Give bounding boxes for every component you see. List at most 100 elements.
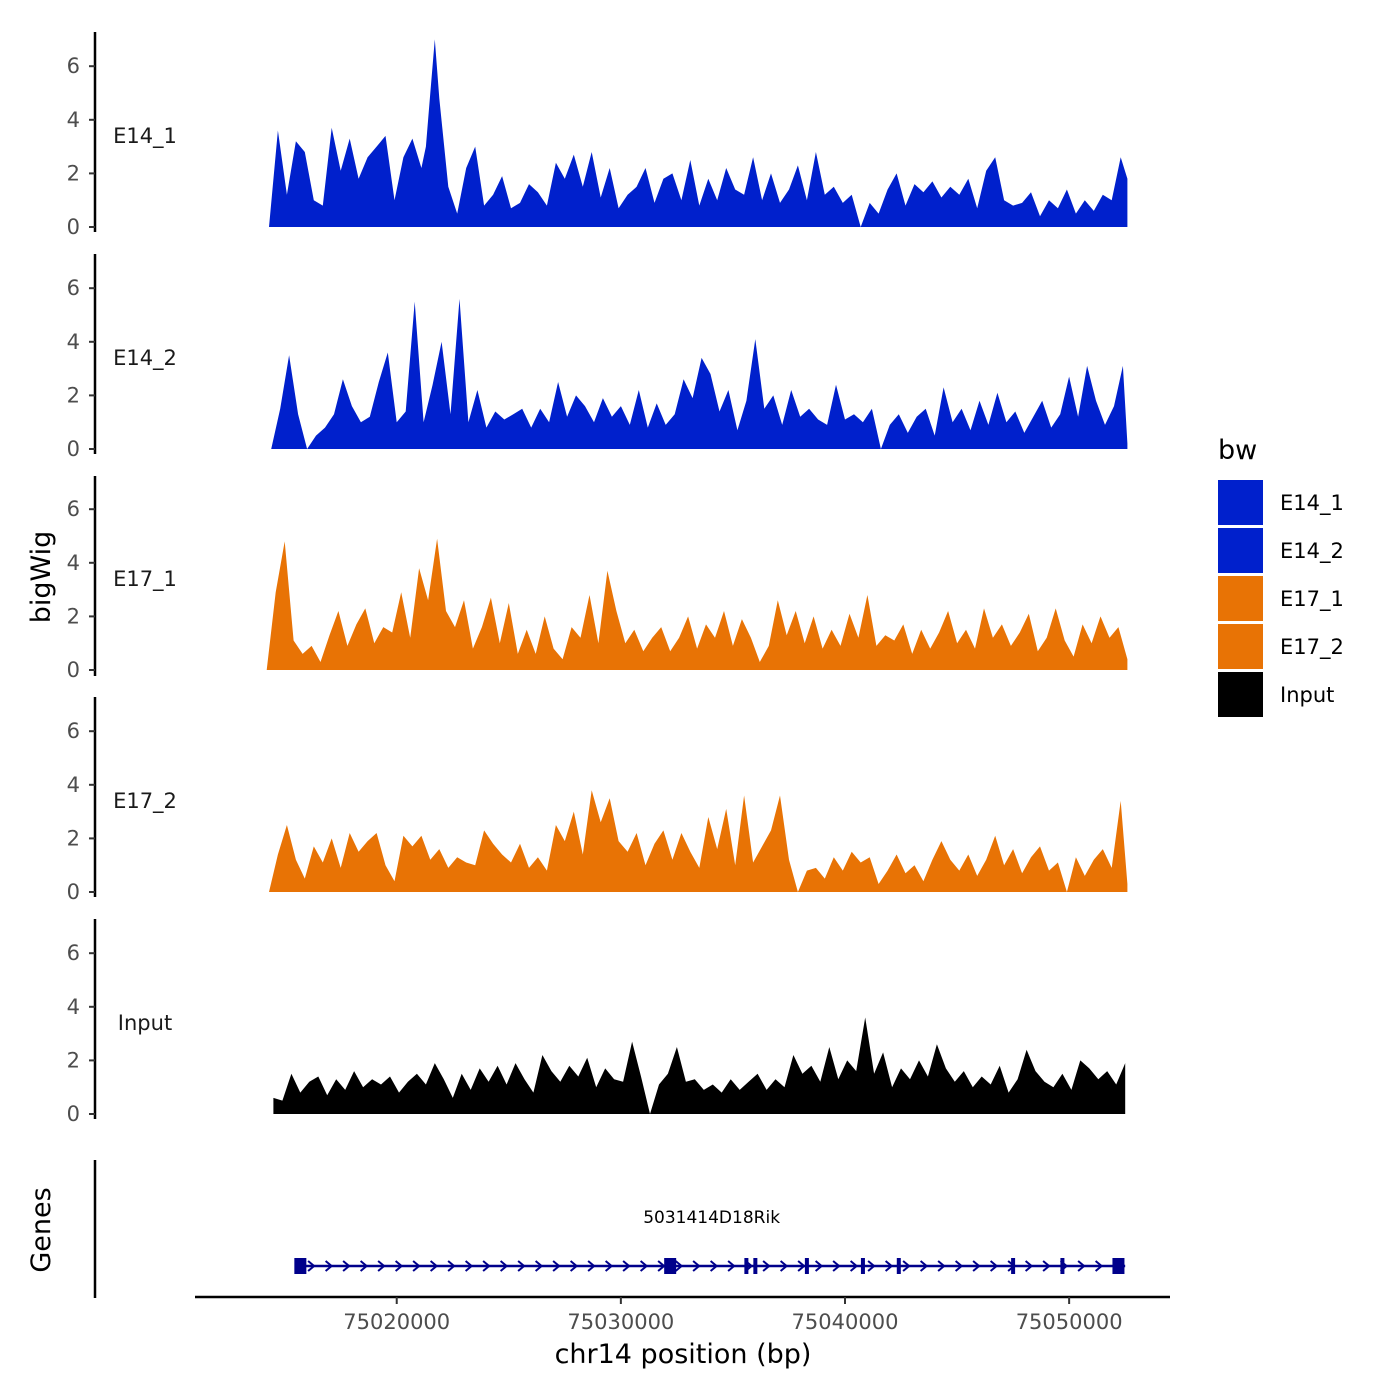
- strand-arrow: [884, 1260, 894, 1272]
- legend: bw E14_1 E14_2 E17_1 E17_2 Input: [1218, 435, 1344, 717]
- strand-arrow: [622, 1260, 631, 1272]
- exon: [664, 1258, 677, 1274]
- strand-arrow: [867, 1260, 876, 1272]
- strand-arrow: [377, 1260, 386, 1272]
- strand-arrow: [587, 1260, 596, 1272]
- strand-arrow: [552, 1260, 561, 1272]
- x-axis-title: chr14 position (bp): [555, 1339, 812, 1370]
- strand-arrow: [359, 1260, 369, 1272]
- y-tick-label: 0: [67, 658, 80, 682]
- signal-area-E17_1: [266, 538, 1128, 670]
- legend-title: bw: [1218, 435, 1257, 466]
- strand-arrow: [814, 1260, 824, 1272]
- y-tick-label: 4: [67, 995, 80, 1019]
- strand-arrow: [639, 1260, 649, 1272]
- legend-label: E17_2: [1280, 635, 1344, 660]
- strand-arrow: [394, 1260, 404, 1272]
- gene-name-label: 5031414D18Rik: [643, 1208, 780, 1228]
- strand-arrow: [464, 1260, 474, 1272]
- y-tick-label: 2: [67, 383, 80, 407]
- y-tick-label: 0: [67, 1102, 80, 1126]
- genes-track-title: Genes: [26, 1187, 57, 1272]
- y-tick-label: 2: [67, 826, 80, 850]
- y-tick-label: 0: [67, 880, 80, 904]
- y-tick-label: 2: [67, 1048, 80, 1072]
- strand-arrow: [937, 1260, 946, 1272]
- strand-arrow: [797, 1260, 806, 1272]
- strand-arrow: [832, 1260, 841, 1272]
- strand-arrow: [534, 1260, 544, 1272]
- strand-arrow: [499, 1260, 509, 1272]
- strand-arrow: [569, 1260, 579, 1272]
- strand-arrow: [919, 1260, 929, 1272]
- strand-arrow: [1094, 1260, 1104, 1272]
- legend-swatch-E14_1: [1218, 480, 1263, 525]
- strand-arrow: [709, 1260, 719, 1272]
- strand-arrow: [762, 1260, 771, 1272]
- track-label: E17_2: [113, 789, 177, 814]
- x-tick-label: 75040000: [792, 1310, 899, 1334]
- strand-arrow: [657, 1260, 666, 1272]
- y-tick-label: 6: [67, 941, 80, 965]
- exon: [860, 1258, 865, 1274]
- genes-track: Genes 5031414D18Rik: [26, 1160, 1126, 1298]
- track-Input: 0 2 4 6 Input: [67, 919, 1126, 1126]
- strand-arrow: [849, 1260, 859, 1272]
- strand-arrow: [902, 1260, 911, 1272]
- strand-arrow: [447, 1260, 456, 1272]
- strand-arrow: [307, 1260, 316, 1272]
- bigwig-tracks: 0 2 4 6 E14_1 0 2 4 6 E14_2 0 2 4 6 E17_1 0 2 4 6 E17_2 0 2 4 6…: [67, 32, 1128, 1126]
- strand-arrow: [342, 1260, 351, 1272]
- track-label: E14_1: [113, 124, 177, 149]
- strand-arrow: [1042, 1260, 1051, 1272]
- strand-arrow: [429, 1260, 439, 1272]
- y-tick-label: 4: [67, 551, 80, 575]
- legend-label: E14_1: [1280, 491, 1344, 516]
- strand-arrow: [1077, 1260, 1086, 1272]
- legend-swatch-E17_1: [1218, 576, 1263, 621]
- exon: [1011, 1258, 1016, 1274]
- signal-area-E14_2: [271, 298, 1128, 449]
- track-E14_2: 0 2 4 6 E14_2: [67, 254, 1128, 461]
- strand-arrow: [482, 1260, 491, 1272]
- strand-arrow: [324, 1260, 334, 1272]
- exon: [1112, 1258, 1125, 1274]
- x-axis: chr14 position (bp) 75020000 75030000 7504…: [195, 1295, 1170, 1370]
- track-label: Input: [118, 1011, 172, 1035]
- track-E17_2: 0 2 4 6 E17_2: [67, 697, 1128, 904]
- exon: [804, 1258, 809, 1274]
- exon: [294, 1258, 307, 1274]
- y-tick-label: 0: [67, 215, 80, 239]
- x-tick-label: 75030000: [567, 1310, 674, 1334]
- y-axis-title-text: bigWig: [26, 531, 57, 624]
- legend-swatch-E14_2: [1218, 528, 1263, 573]
- strand-arrow: [604, 1260, 614, 1272]
- signal-area-E14_1: [269, 39, 1128, 228]
- y-tick-label: 2: [67, 604, 80, 628]
- y-tick-label: 6: [67, 54, 80, 78]
- exon: [744, 1258, 749, 1274]
- exon: [896, 1258, 901, 1274]
- strand-arrow: [989, 1260, 999, 1272]
- track-label: E14_2: [113, 346, 177, 371]
- strand-arrow: [1024, 1260, 1034, 1272]
- strand-arrow: [954, 1260, 964, 1272]
- signal-area-E17_2: [269, 790, 1128, 892]
- y-tick-label: 4: [67, 108, 80, 132]
- y-tick-label: 4: [67, 330, 80, 354]
- track-label: E17_1: [113, 567, 177, 592]
- x-tick-label: 75050000: [1016, 1310, 1123, 1334]
- strand-arrow: [972, 1260, 981, 1272]
- y-tick-label: 4: [67, 773, 80, 797]
- y-tick-label: 6: [67, 276, 80, 300]
- strand-arrow: [674, 1260, 684, 1272]
- legend-swatch-E17_2: [1218, 624, 1263, 669]
- legend-label: E14_2: [1280, 539, 1344, 564]
- strand-arrow: [727, 1260, 736, 1272]
- strand-arrow: [692, 1260, 701, 1272]
- exon: [1060, 1258, 1065, 1274]
- legend-label: E17_1: [1280, 587, 1344, 612]
- strand-arrow: [779, 1260, 789, 1272]
- track-E14_1: 0 2 4 6 E14_1: [67, 32, 1128, 239]
